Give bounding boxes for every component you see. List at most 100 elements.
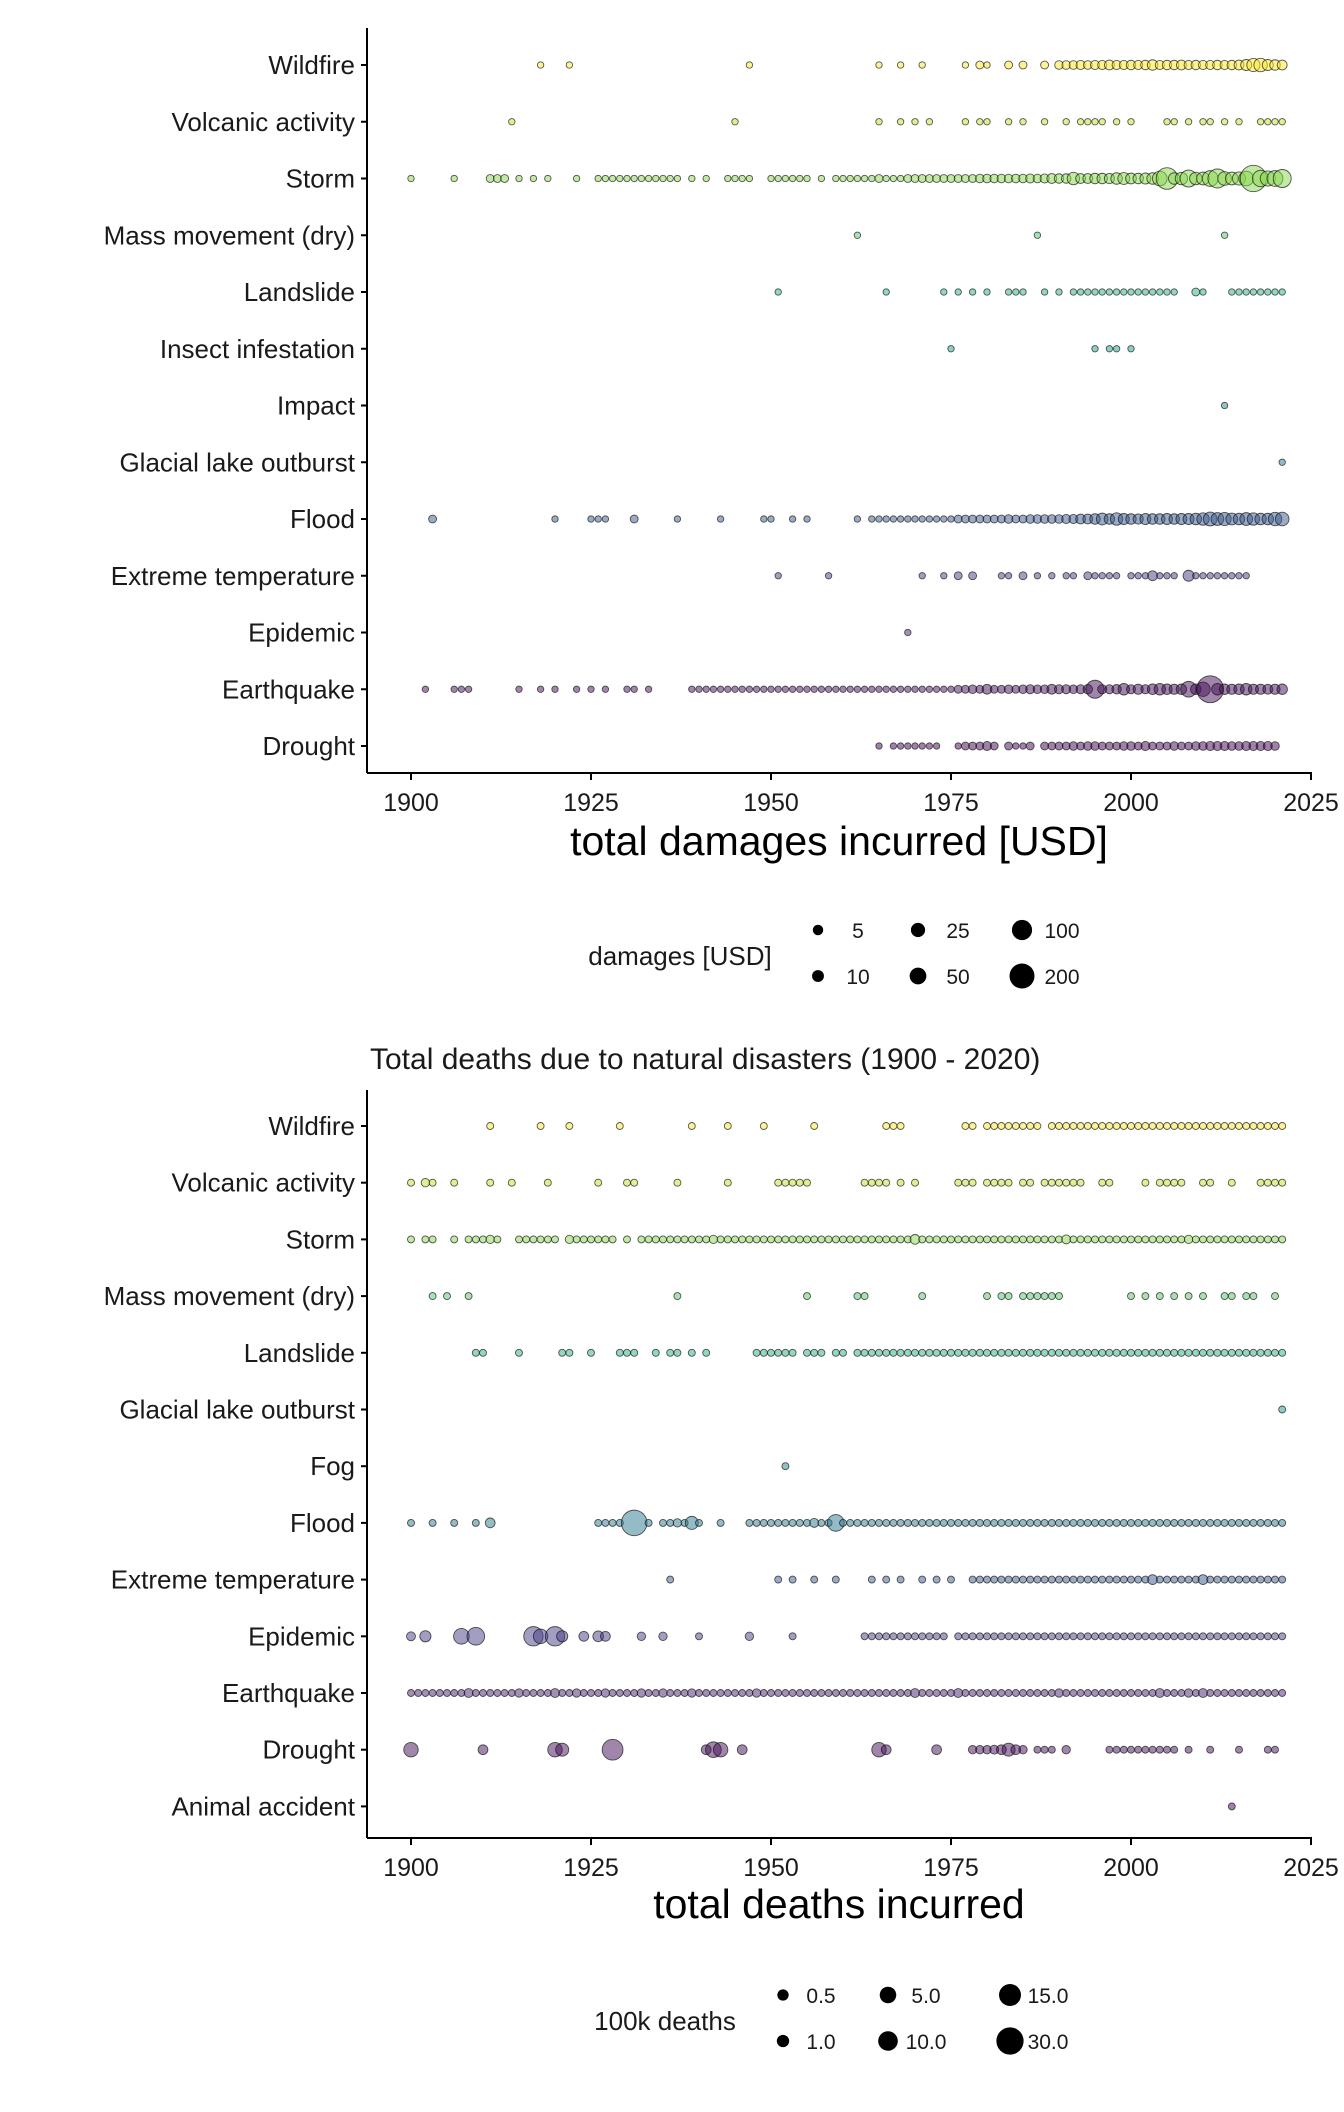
deaths-point-mass-movement-dry-2000: [1127, 1292, 1135, 1301]
damages-point-extreme-temperature-1978: [968, 571, 978, 581]
deaths-point-mass-movement-dry-2020: [1271, 1292, 1279, 1301]
deaths-point-storm-1909: [471, 1235, 480, 1244]
deaths-point-earthquake-2016: [1242, 1689, 1251, 1697]
deaths-point-landslide-2003: [1148, 1348, 1157, 1357]
deaths-point-mass-movement-dry-2013: [1220, 1292, 1229, 1301]
deaths-point-volcanic-activity-1902: [420, 1178, 431, 1188]
deaths-point-volcanic-activity-2002: [1141, 1178, 1150, 1187]
deaths-point-storm-1922: [564, 1234, 575, 1245]
damages-point-storm-1965: [874, 174, 884, 183]
deaths-point-volcanic-activity-1982: [997, 1178, 1006, 1187]
damages-point-storm-1939: [688, 174, 696, 183]
damages-point-extreme-temperature-2015: [1235, 572, 1243, 580]
damages-point-wildfire-1983: [1004, 60, 1014, 70]
damages-point-landslide-1980: [983, 288, 991, 296]
deaths-point-landslide-1934: [651, 1348, 660, 1357]
deaths-x-axis-title: total deaths incurred: [653, 1881, 1025, 1927]
deaths-point-earthquake-2019: [1263, 1689, 1272, 1697]
deaths-point-epidemic-1935: [658, 1631, 668, 1641]
damages-legend-keys: 5 10 25 50 100 200: [812, 919, 1080, 989]
deaths-point-volcanic-activity-1914: [507, 1178, 516, 1187]
damages-label-impact: Impact: [277, 391, 356, 421]
deaths-point-landslide-1950: [767, 1348, 775, 1357]
deaths-point-epidemic-2017: [1249, 1632, 1258, 1641]
deaths-point-earthquake-1986: [1026, 1689, 1035, 1697]
deaths-point-storm-1935: [659, 1235, 667, 1244]
deaths-point-landslide-1959: [831, 1348, 840, 1357]
damages-point-extreme-temperature-2013: [1220, 572, 1229, 580]
deaths-point-wildfire-2007: [1177, 1122, 1186, 1130]
damages-point-earthquake-1967: [889, 685, 898, 693]
damages-point-storm-1919: [544, 174, 552, 183]
deaths-point-landslide-1956: [810, 1348, 819, 1357]
deaths-point-landslide-2005: [1163, 1348, 1171, 1357]
deaths-point-flood-1964: [867, 1518, 876, 1527]
damages-point-storm-1932: [637, 174, 646, 183]
deaths-point-drought-2000: [1127, 1745, 1135, 1754]
damages-point-flood-1966: [882, 515, 890, 523]
deaths-point-landslide-1982: [997, 1348, 1006, 1357]
deaths-point-storm-1953: [788, 1235, 797, 1244]
deaths-point-epidemic-1921: [556, 1630, 569, 1643]
deaths-point-volcanic-activity-2007: [1177, 1178, 1186, 1187]
deaths-point-storm-1918: [536, 1235, 545, 1244]
damages-point-volcanic-activity-1970: [911, 118, 919, 126]
deaths-point-storm-1949: [759, 1235, 768, 1244]
deaths-point-earthquake-1922: [565, 1689, 574, 1697]
deaths-point-extreme-temperature-1984: [1011, 1575, 1020, 1584]
deaths-point-landslide-2012: [1213, 1348, 1222, 1357]
deaths-point-epidemic-1977: [961, 1632, 970, 1641]
deaths-point-storm-2013: [1220, 1235, 1229, 1244]
deaths-point-earthquake-2010: [1198, 1688, 1208, 1698]
deaths-point-earthquake-2007: [1177, 1689, 1186, 1697]
deaths-point-flood-2001: [1134, 1518, 1143, 1527]
deaths-label-wildfire: Wildfire: [268, 1111, 355, 1141]
damages-point-storm-1975: [946, 174, 956, 183]
damages-point-storm-1931: [630, 174, 638, 183]
deaths-point-storm-1944: [723, 1235, 732, 1244]
deaths-point-drought-1998: [1112, 1745, 1121, 1754]
deaths-point-storm-1934: [651, 1235, 660, 1244]
deaths-point-earthquake-1956: [810, 1689, 819, 1697]
deaths-point-wildfire-1983: [1004, 1122, 1013, 1130]
deaths-point-extreme-temperature-2015: [1235, 1575, 1243, 1584]
deaths-point-wildfire-1993: [1076, 1122, 1085, 1130]
deaths-point-flood-1978: [968, 1518, 977, 1527]
damages-point-storm-2021: [1272, 169, 1292, 188]
damages-point-wildfire-1971: [918, 61, 926, 69]
damages-legend-key-200: [1009, 963, 1035, 989]
damages-point-storm-1926: [594, 174, 602, 183]
damages-point-storm-1954: [796, 174, 804, 183]
deaths-point-flood-1974: [939, 1518, 948, 1527]
deaths-point-epidemic-2009: [1191, 1632, 1200, 1641]
deaths-point-extreme-temperature-1956: [810, 1575, 819, 1584]
deaths-point-drought-1988: [1040, 1745, 1049, 1754]
deaths-point-volcanic-activity-1977: [961, 1178, 970, 1187]
damages-point-landslide-2003: [1148, 288, 1157, 296]
deaths-point-storm-1900: [407, 1235, 415, 1244]
deaths-point-wildfire-1929: [615, 1122, 624, 1130]
deaths-point-storm-1993: [1076, 1235, 1085, 1244]
damages-point-earthquake-1946: [738, 685, 746, 693]
deaths-point-mass-movement-dry-1989: [1047, 1292, 1056, 1301]
damages-point-extreme-temperature-1976: [953, 571, 963, 581]
deaths-point-extreme-temperature-1983: [1004, 1575, 1013, 1584]
deaths-point-epidemic-1902: [419, 1630, 432, 1643]
deaths-point-storm-1996: [1098, 1235, 1107, 1244]
deaths-point-earthquake-1951: [774, 1689, 783, 1697]
damages-legend-label-25: 25: [946, 920, 969, 943]
damages-point-extreme-temperature-1974: [940, 572, 948, 580]
deaths-point-earthquake-1985: [1019, 1689, 1027, 1697]
deaths-point-storm-1965: [875, 1235, 883, 1244]
deaths-point-volcanic-activity-2010: [1199, 1178, 1207, 1187]
deaths-point-epidemic-1909: [466, 1627, 486, 1646]
deaths-point-landslide-1941: [702, 1348, 711, 1357]
damages-point-earthquake-1920: [551, 685, 559, 693]
damages-chart: Wildfire Volcanic activity Storm Mass movem…: [104, 28, 1339, 989]
deaths-point-landslide-1995: [1091, 1348, 1099, 1357]
deaths-point-flood-2002: [1141, 1518, 1150, 1527]
damages-point-extreme-temperature-2014: [1228, 572, 1236, 580]
deaths-point-epidemic-1947: [744, 1631, 755, 1641]
deaths-point-earthquake-1947: [745, 1689, 754, 1697]
damages-point-wildfire-1947: [745, 61, 754, 69]
